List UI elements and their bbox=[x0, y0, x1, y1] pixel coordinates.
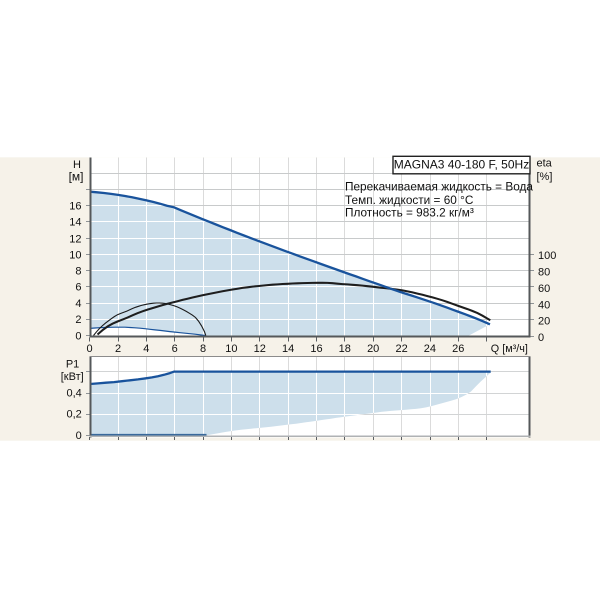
svg-text:10: 10 bbox=[69, 250, 81, 262]
svg-text:0: 0 bbox=[75, 331, 81, 343]
svg-text:6: 6 bbox=[172, 343, 178, 355]
svg-text:0: 0 bbox=[86, 343, 92, 355]
svg-text:4: 4 bbox=[75, 298, 81, 310]
svg-text:Перекачиваемая жидкость = Вода: Перекачиваемая жидкость = Вода bbox=[345, 179, 533, 193]
svg-text:14: 14 bbox=[282, 343, 294, 355]
svg-text:MAGNA3 40-180 F, 50Hz: MAGNA3 40-180 F, 50Hz bbox=[394, 157, 529, 171]
svg-text:Темп. жидкости = 60 °C: Темп. жидкости = 60 °C bbox=[345, 193, 474, 207]
svg-text:12: 12 bbox=[254, 343, 266, 355]
svg-text:24: 24 bbox=[424, 343, 436, 355]
svg-text:0: 0 bbox=[76, 430, 82, 442]
svg-text:Плотность = 983.2 кг/м³: Плотность = 983.2 кг/м³ bbox=[345, 206, 474, 220]
svg-text:Q [м³/ч]: Q [м³/ч] bbox=[491, 343, 528, 355]
svg-text:8: 8 bbox=[200, 343, 206, 355]
svg-text:100: 100 bbox=[538, 250, 556, 262]
svg-text:4: 4 bbox=[143, 343, 149, 355]
svg-text:80: 80 bbox=[538, 267, 550, 279]
svg-text:[м]: [м] bbox=[69, 170, 84, 184]
svg-text:6: 6 bbox=[75, 282, 81, 294]
svg-text:20: 20 bbox=[538, 316, 550, 328]
svg-text:P1: P1 bbox=[66, 358, 79, 370]
svg-text:40: 40 bbox=[538, 299, 550, 311]
svg-text:22: 22 bbox=[395, 343, 407, 355]
svg-text:0,2: 0,2 bbox=[67, 409, 82, 421]
svg-text:[кВт]: [кВт] bbox=[61, 371, 84, 383]
svg-text:10: 10 bbox=[225, 343, 237, 355]
svg-text:60: 60 bbox=[538, 283, 550, 295]
svg-text:2: 2 bbox=[115, 343, 121, 355]
svg-text:12: 12 bbox=[69, 234, 81, 246]
svg-text:16: 16 bbox=[310, 343, 322, 355]
svg-text:0,4: 0,4 bbox=[67, 388, 82, 400]
svg-text:26: 26 bbox=[452, 343, 464, 355]
svg-text:eta: eta bbox=[537, 158, 553, 170]
svg-text:18: 18 bbox=[339, 343, 351, 355]
svg-text:8: 8 bbox=[75, 266, 81, 278]
svg-text:0: 0 bbox=[538, 332, 544, 344]
svg-text:14: 14 bbox=[69, 217, 81, 229]
svg-text:2: 2 bbox=[75, 314, 81, 326]
svg-text:H: H bbox=[73, 159, 81, 171]
svg-text:16: 16 bbox=[69, 201, 81, 213]
svg-text:20: 20 bbox=[367, 343, 379, 355]
svg-text:[%]: [%] bbox=[537, 171, 553, 183]
